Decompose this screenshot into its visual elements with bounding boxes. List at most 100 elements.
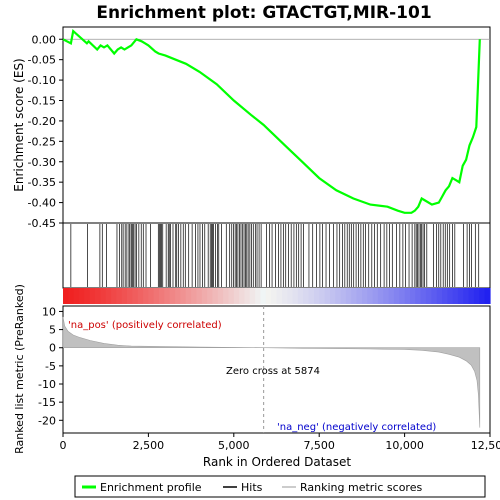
color-bar-segment bbox=[313, 288, 320, 304]
color-bar-segment bbox=[121, 288, 128, 304]
color-bar-segment bbox=[447, 288, 454, 304]
color-bar-segment bbox=[393, 288, 400, 304]
color-bar-segment bbox=[244, 288, 251, 304]
color-bar-segment bbox=[345, 288, 352, 304]
color-bar-segment bbox=[351, 288, 358, 304]
color-bar-segment bbox=[356, 288, 363, 304]
color-bar-segment bbox=[324, 288, 331, 304]
color-bar-segment bbox=[436, 288, 443, 304]
color-bar-segment bbox=[159, 288, 166, 304]
color-bar-segment bbox=[127, 288, 133, 304]
metric-y-axis: 10 5 0 -5 -10 -15 -20 bbox=[38, 305, 63, 427]
color-bar-segment bbox=[340, 288, 347, 304]
es-y-tick-label: 0.00 bbox=[32, 33, 57, 46]
color-bar-segment bbox=[217, 288, 224, 304]
x-axis: 0 2,500 5,000 7,500 10,000 12,500 bbox=[60, 433, 500, 452]
metric-y-tick-label: -5 bbox=[45, 360, 56, 373]
color-bar-segment bbox=[420, 288, 427, 304]
color-bar-segment bbox=[100, 288, 107, 304]
metric-y-tick-label: -15 bbox=[38, 396, 56, 409]
es-y-tick-label: -0.35 bbox=[28, 176, 56, 189]
color-bar-segment bbox=[249, 288, 256, 304]
es-y-tick-label: -0.20 bbox=[28, 115, 56, 128]
color-bar-segment bbox=[84, 288, 91, 304]
color-bar-segment bbox=[415, 288, 422, 304]
color-bar-segment bbox=[105, 288, 112, 304]
color-bar-segment bbox=[457, 288, 464, 304]
color-bar-segment bbox=[89, 288, 96, 304]
color-bar-segment bbox=[255, 288, 262, 304]
color-bar-segment bbox=[303, 288, 310, 304]
color-bar-segment bbox=[212, 288, 219, 304]
es-panel-frame bbox=[62, 26, 491, 224]
color-bar-segment bbox=[468, 288, 475, 304]
enrichment-profile-path bbox=[62, 28, 481, 214]
metric-y-axis-label: Ranked list metric (PreRanked) bbox=[13, 284, 26, 454]
color-bar-segment bbox=[292, 288, 299, 304]
color-bar-segment bbox=[479, 288, 486, 304]
color-bar-segment bbox=[287, 288, 294, 304]
color-bar-segment bbox=[271, 288, 278, 304]
es-y-axis: 0.00 -0.05 -0.10 -0.15 -0.20 -0.25 -0.30 -0.35 -… bbox=[28, 33, 63, 230]
color-bar-segment bbox=[409, 288, 416, 304]
color-bar-segment bbox=[383, 288, 390, 304]
color-bar-segment bbox=[319, 288, 326, 304]
metric-y-tick-label: 5 bbox=[49, 324, 56, 337]
chart-title: Enrichment plot: GTACTGT,MIR-101 bbox=[96, 3, 431, 23]
enrichment-profile-line bbox=[62, 28, 481, 214]
color-bar-segment bbox=[361, 288, 368, 304]
color-bar-segment bbox=[79, 288, 85, 304]
x-tick-label: 5,000 bbox=[218, 439, 250, 452]
color-bar-segment bbox=[63, 288, 69, 304]
metric-area-path bbox=[62, 316, 481, 428]
es-y-axis-label: Enrichment score (ES) bbox=[12, 58, 26, 191]
metric-y-tick-label: 0 bbox=[49, 342, 56, 355]
color-bar-segment bbox=[111, 288, 117, 304]
ranking-metric-area bbox=[62, 316, 481, 428]
color-bar-segment bbox=[239, 288, 246, 304]
es-y-tick-label: -0.15 bbox=[28, 95, 56, 108]
color-bar-segment bbox=[148, 288, 155, 304]
color-bar-segment bbox=[260, 288, 267, 304]
color-bar-segment bbox=[191, 288, 198, 304]
color-bar-segment bbox=[441, 288, 448, 304]
color-bar-segment bbox=[143, 288, 149, 304]
color-bar-segment bbox=[223, 288, 230, 304]
color-bar-segment bbox=[388, 288, 395, 304]
es-y-tick-label: -0.30 bbox=[28, 156, 56, 169]
color-bar-segment bbox=[68, 288, 75, 304]
es-y-tick-label: -0.10 bbox=[28, 74, 56, 87]
color-bar-segment bbox=[132, 288, 139, 304]
color-bar-segment bbox=[463, 288, 470, 304]
color-bar-segment bbox=[399, 288, 406, 304]
x-tick-label: 2,500 bbox=[133, 439, 165, 452]
neg-label: 'na_neg' (negatively correlated) bbox=[277, 422, 436, 433]
legend-item-hits: Hits bbox=[241, 481, 263, 494]
metric-y-tick-label: -10 bbox=[38, 378, 56, 391]
color-bar-segment bbox=[95, 288, 101, 304]
color-bar-segment bbox=[196, 288, 203, 304]
metric-y-tick-label: -20 bbox=[38, 414, 56, 427]
color-bar-segment bbox=[484, 288, 491, 304]
color-bar-segment bbox=[137, 288, 144, 304]
color-bar-segment bbox=[281, 288, 288, 304]
es-y-tick-label: -0.45 bbox=[28, 217, 56, 230]
color-bar-segment bbox=[377, 288, 384, 304]
color-bar-segment bbox=[431, 288, 438, 304]
metric-y-tick-label: 10 bbox=[42, 305, 56, 318]
color-bar-segment bbox=[367, 288, 374, 304]
legend-item-ranking: Ranking metric scores bbox=[300, 481, 422, 494]
color-bar-segment bbox=[404, 288, 411, 304]
x-tick-label: 10,000 bbox=[385, 439, 424, 452]
color-bar-segment bbox=[228, 288, 235, 304]
color-bar-segment bbox=[175, 288, 182, 304]
es-y-tick-label: -0.25 bbox=[28, 135, 56, 148]
color-bar-segment bbox=[308, 288, 315, 304]
legend-item-enrichment: Enrichment profile bbox=[100, 481, 202, 494]
color-bar-segment bbox=[473, 288, 480, 304]
color-bar-segment bbox=[276, 288, 283, 304]
pos-label: 'na_pos' (positively correlated) bbox=[68, 320, 222, 331]
color-bar-segment bbox=[233, 288, 240, 304]
color-bar-segment bbox=[153, 288, 160, 304]
